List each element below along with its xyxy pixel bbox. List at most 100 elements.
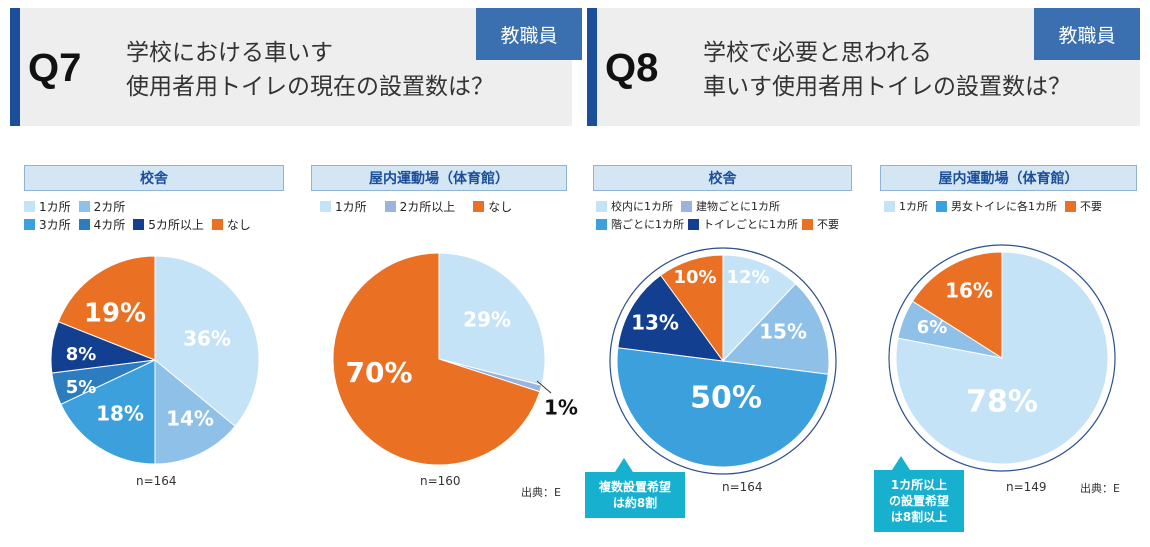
legend-swatch: [884, 200, 895, 212]
legend-swatch: [78, 218, 90, 230]
legend-swatch: [688, 218, 699, 230]
q8-title: 学校で必要と思われる 車いす使用者用トイレの設置数は？: [703, 36, 1071, 104]
legend-swatch: [78, 200, 90, 212]
legend-swatch: [1065, 200, 1076, 212]
legend-label: 不要: [817, 218, 839, 231]
label-leader-line: [536, 380, 552, 394]
pie-data-label: 10%: [673, 267, 716, 288]
legend-swatch: [133, 218, 145, 230]
legend-swatch: [596, 218, 607, 230]
legend-item: なし: [211, 216, 251, 233]
legend-row: 3カ所 4カ所 5カ所以上 なし: [24, 215, 259, 233]
pie-data-label: 5%: [66, 377, 97, 398]
pie-slice: [60, 359, 156, 465]
legend-item: 1カ所: [884, 198, 928, 214]
legend-item: 4カ所: [78, 216, 126, 233]
pie-slice: [438, 252, 546, 386]
chart2-pie: 29% 1% 70%: [332, 252, 578, 466]
q8-title-line-1: 学校で必要と思われる: [703, 40, 932, 66]
q7-title-line-1: 学校における車いす: [126, 40, 333, 66]
q7-title: 学校における車いす 使用者用トイレの現在の設置数は？: [126, 36, 494, 104]
pie-data-label: 15%: [759, 320, 807, 344]
pie-slice: [332, 252, 541, 466]
chart1-n: n=164: [136, 474, 177, 488]
legend-swatch: [802, 218, 813, 230]
legend-swatch: [384, 200, 396, 212]
q8-tag: 教職員: [1034, 8, 1140, 60]
pie-data-label: 16%: [945, 279, 993, 303]
q8-header: Q8 学校で必要と思われる 車いす使用者用トイレの設置数は？ 教職員: [587, 8, 1140, 126]
pie-data-label: 8%: [66, 344, 97, 365]
pie-data-label: 13%: [631, 311, 679, 335]
chart4-title: 屋内運動場（体育館）: [880, 165, 1137, 191]
pie-slice: [721, 283, 830, 375]
legend-swatch: [681, 200, 692, 212]
q7-tag: 教職員: [476, 8, 582, 60]
legend-label: トイレごとに1カ所: [703, 218, 798, 231]
pie-data-label: 1%: [544, 396, 578, 420]
chart3-pie: 12% 15% 50% 13% 10%: [609, 247, 837, 475]
chart4-n: n=149: [1006, 480, 1047, 494]
chart1-pie: 36% 14% 18% 5% 8% 19%: [50, 255, 260, 465]
pie-data-label: 19%: [84, 299, 146, 329]
chart4-callout: 1カ所以上 の設置希望 は8割以上: [874, 456, 964, 532]
legend-item: 2カ所以上: [384, 198, 456, 215]
q7-number: Q7: [28, 46, 82, 90]
chart2-title: 屋内運動場（体育館）: [311, 165, 567, 191]
chart3-legend: 校内に1カ所 建物ごとに1カ所 階ごとに1カ所 トイレごとに1カ所 不要: [596, 197, 847, 233]
pie-data-label: 29%: [463, 308, 511, 332]
legend-label: 2カ所: [93, 199, 126, 214]
chart3-title: 校舎: [593, 165, 852, 191]
legend-row: 1カ所 2カ所: [24, 197, 259, 215]
chart4-legend: 1カ所 男女トイレに各1カ所 不要: [884, 197, 1110, 215]
pie-slice: [154, 255, 260, 427]
legend-item: 不要: [1065, 198, 1102, 214]
legend-label: 不要: [1080, 200, 1102, 213]
legend-row: 1カ所 2カ所以上 なし: [320, 197, 520, 215]
legend-swatch: [24, 200, 35, 212]
callout-line: 複数設置希望: [598, 480, 671, 494]
legend-label: 5カ所以上: [148, 217, 204, 232]
chart2-n: n=160: [420, 474, 461, 488]
legend-label: 1カ所: [899, 200, 928, 213]
pie-outer-ring: [888, 244, 1116, 472]
legend-label: 1カ所: [335, 199, 367, 214]
legend-item: 階ごとに1カ所: [596, 216, 684, 232]
callout-line: は約8割: [612, 496, 658, 510]
pie-data-label: 36%: [183, 327, 231, 351]
legend-item: 1カ所: [320, 198, 367, 215]
chart3-n: n=164: [722, 480, 763, 494]
legend-item: なし: [473, 198, 512, 215]
legend-swatch: [211, 218, 223, 230]
legend-item: 3カ所: [24, 216, 71, 233]
q8-number: Q8: [605, 46, 659, 90]
legend-label: 2カ所以上: [399, 199, 456, 214]
callout-line: の設置希望: [888, 494, 949, 508]
pie-data-label: 78%: [966, 385, 1038, 420]
legend-item: トイレごとに1カ所: [688, 216, 798, 232]
legend-swatch: [320, 200, 331, 212]
chart2-legend: 1カ所 2カ所以上 なし: [320, 197, 520, 215]
legend-row: 階ごとに1カ所 トイレごとに1カ所 不要: [596, 215, 847, 233]
chart3-callout: 複数設置希望 は約8割: [585, 458, 685, 518]
pie-slice: [617, 274, 725, 362]
legend-swatch: [596, 200, 607, 212]
pie-data-label: 6%: [917, 317, 948, 338]
legend-item: 男女トイレに各1カ所: [936, 198, 1057, 214]
pie-slice: [616, 347, 829, 468]
legend-item: 2カ所: [78, 198, 126, 215]
legend-label: 男女トイレに各1カ所: [951, 200, 1057, 213]
q7-title-line-2: 使用者用トイレの現在の設置数は？: [126, 74, 494, 100]
pie-slice: [722, 254, 797, 363]
q7-header: Q7 学校における車いす 使用者用トイレの現在の設置数は？ 教職員: [10, 8, 582, 126]
legend-item: 建物ごとに1カ所: [681, 198, 780, 214]
legend-label: 階ごとに1カ所: [611, 218, 684, 231]
chart2-source: 出典：E: [521, 486, 561, 499]
legend-item: 校内に1カ所: [596, 198, 673, 214]
legend-row: 校内に1カ所 建物ごとに1カ所: [596, 197, 847, 215]
pie-outer-ring: [609, 247, 837, 475]
legend-label: 4カ所: [93, 217, 126, 232]
pie-data-label: 18%: [96, 402, 144, 426]
legend-item: 不要: [802, 216, 839, 232]
legend-label: なし: [226, 217, 251, 232]
